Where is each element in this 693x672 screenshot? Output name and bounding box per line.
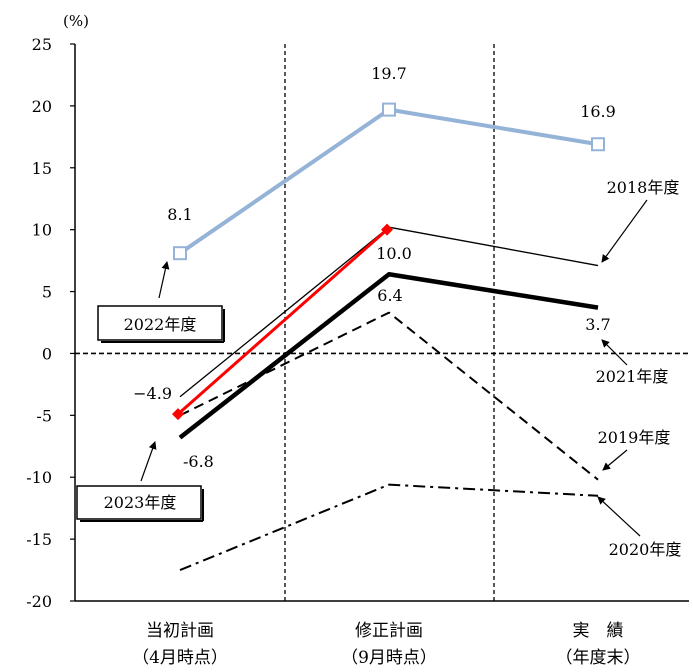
series-marker-diamond bbox=[172, 408, 184, 421]
legend-callout-label: 2020年度 bbox=[609, 540, 682, 559]
y-tick-label: 5 bbox=[42, 283, 52, 302]
x-category-label: 実 績 bbox=[573, 621, 624, 641]
data-label: -6.8 bbox=[183, 452, 214, 471]
y-tick-labels: 25 20 15 10 5 0 -5 -10 -15 -20 bbox=[26, 35, 52, 611]
data-label: 6.4 bbox=[377, 286, 402, 305]
x-category-sublabel: （4月時点） bbox=[132, 648, 228, 668]
data-label: −4.9 bbox=[133, 384, 172, 403]
y-tick-label: -20 bbox=[26, 592, 52, 611]
data-label: 19.7 bbox=[371, 64, 407, 83]
series-marker-square bbox=[382, 102, 396, 117]
legend-callout-label: 2021年度 bbox=[596, 367, 669, 386]
legend-callout-label: 2018年度 bbox=[607, 178, 680, 197]
y-tick-label: 25 bbox=[32, 35, 52, 54]
x-category-label: 修正計画 bbox=[355, 621, 423, 641]
y-tick-label: 15 bbox=[32, 159, 52, 178]
series-line-1 bbox=[179, 311, 599, 481]
series-marker-diamond bbox=[381, 223, 393, 236]
data-label: 3.7 bbox=[585, 315, 610, 334]
data-labels: -6.8 6.4 3.7 8.1 19.7 16.9 −4.9 10.0 bbox=[133, 64, 616, 471]
series-line-5 bbox=[177, 228, 388, 416]
series-marker-square bbox=[173, 246, 187, 261]
series-line-3 bbox=[178, 271, 599, 440]
callout-arrow bbox=[158, 261, 170, 299]
callout-arrow bbox=[140, 441, 157, 482]
y-tick-label: -15 bbox=[26, 530, 52, 549]
callout-arrow bbox=[597, 496, 641, 537]
data-label: 16.9 bbox=[580, 102, 616, 121]
y-tick-label: -10 bbox=[26, 468, 52, 487]
series-layer bbox=[172, 102, 605, 571]
data-label: 8.1 bbox=[167, 205, 192, 224]
callout-box bbox=[97, 305, 223, 341]
legend-callout-label: 2022年度 bbox=[124, 315, 197, 334]
callout-arrow bbox=[602, 449, 628, 471]
y-unit-label: (%) bbox=[63, 12, 89, 30]
x-category-sublabel: （年度末） bbox=[556, 648, 641, 668]
x-category-label: 当初計画 bbox=[146, 621, 214, 641]
legend-callout-label: 2023年度 bbox=[104, 493, 177, 512]
callout-box bbox=[76, 485, 202, 520]
axes-group bbox=[70, 43, 689, 602]
callout-arrow bbox=[601, 199, 648, 263]
x-category-labels: 当初計画 （4月時点） 修正計画 （9月時点） 実 績 （年度末） bbox=[132, 621, 640, 668]
y-tick-label: 20 bbox=[32, 97, 52, 116]
series-line-2 bbox=[179, 483, 599, 571]
data-label: 10.0 bbox=[376, 244, 412, 263]
y-tick-label: -5 bbox=[36, 406, 52, 425]
series-marker-square bbox=[591, 137, 605, 152]
callout-arrow bbox=[601, 339, 628, 366]
x-category-sublabel: （9月時点） bbox=[341, 648, 437, 668]
legend-callouts: 2018年度 2021年度 2019年度 2020年度 2022年度 2023年度 bbox=[76, 178, 682, 559]
y-tick-label: 0 bbox=[42, 344, 52, 363]
y-tick-label: 10 bbox=[32, 221, 52, 240]
legend-callout-label: 2019年度 bbox=[598, 428, 671, 447]
